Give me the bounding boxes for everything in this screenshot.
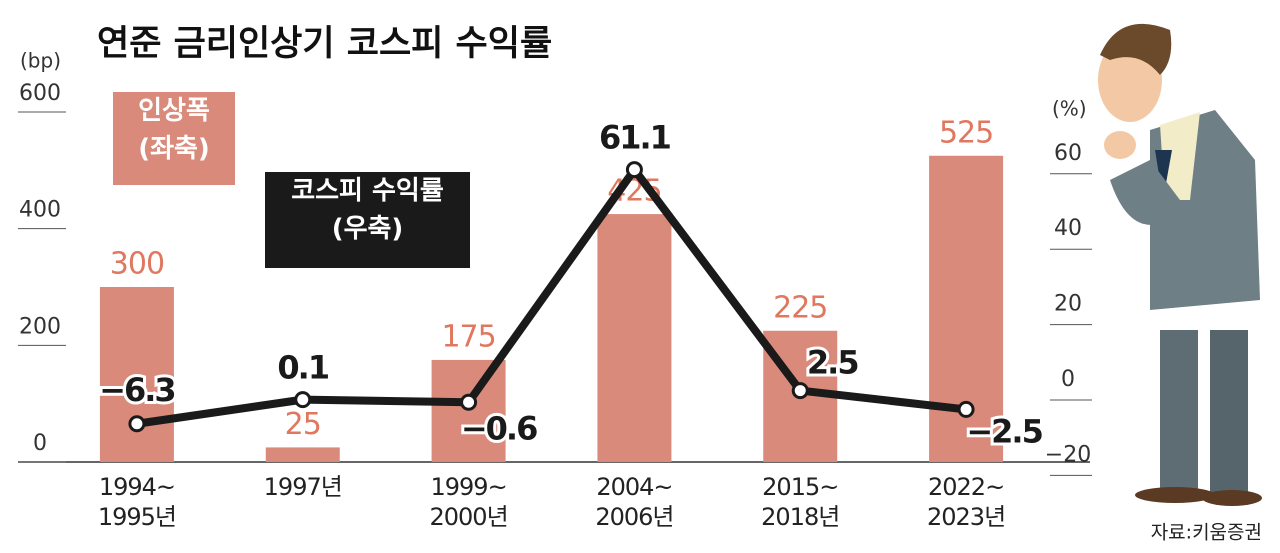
line-label: 0.1 [277, 349, 328, 387]
line-label: 2.5 [807, 344, 858, 382]
y-tick-label: 0 [33, 431, 47, 456]
y2-tick-label: 40 [1054, 216, 1082, 241]
line-marker [791, 382, 809, 400]
x-tick-label: 1999~ 2000년 [429, 473, 508, 531]
y-tick-label: 600 [19, 81, 61, 106]
bar-label: 25 [285, 407, 321, 442]
y2-tick-label: −20 [1045, 442, 1091, 467]
line-label: −0.6 [461, 409, 537, 447]
bar [431, 359, 506, 462]
legend-line: 코스피 수익률 (우축) [265, 172, 470, 268]
line-marker [625, 161, 643, 179]
x-tick-label: 1997년 [263, 473, 343, 501]
line-label: −2.5 [966, 412, 1042, 450]
line-marker [128, 415, 146, 433]
illustration [1098, 23, 1262, 506]
y-axis-label: (bp) [20, 49, 61, 73]
bar [597, 214, 672, 462]
x-tick-label: 2004~ 2006년 [595, 473, 674, 531]
line-marker [460, 393, 478, 411]
x-tick-label: 2015~ 2018년 [761, 473, 840, 531]
bar-label: 175 [441, 319, 495, 354]
chart-title: 연준 금리인상기 코스피 수익률 [97, 24, 552, 64]
y2-tick-label: 20 [1054, 292, 1082, 317]
source: 자료:키움증권 [1151, 522, 1262, 544]
line-label: 61.1 [599, 119, 671, 157]
line-marker [294, 391, 312, 409]
y2-tick-label: 0 [1061, 367, 1075, 392]
y-tick-label: 400 [19, 198, 61, 223]
line-marker [957, 400, 975, 418]
line-label: −6.3 [99, 371, 175, 409]
bar-label: 300 [110, 247, 164, 282]
y2-axis-label: (%) [1052, 97, 1087, 121]
bar-label: 225 [773, 290, 827, 325]
y-tick-label: 200 [19, 314, 61, 339]
bar-label: 525 [939, 115, 993, 150]
bar [265, 447, 340, 462]
legend-bar: 인상폭 (좌축) [113, 92, 235, 185]
line [136, 165, 967, 428]
x-tick-label: 2022~ 2023년 [926, 473, 1006, 531]
y2-tick-label: 60 [1054, 141, 1082, 166]
x-tick-label: 1994~ 1995년 [97, 473, 177, 531]
bar [99, 287, 174, 462]
